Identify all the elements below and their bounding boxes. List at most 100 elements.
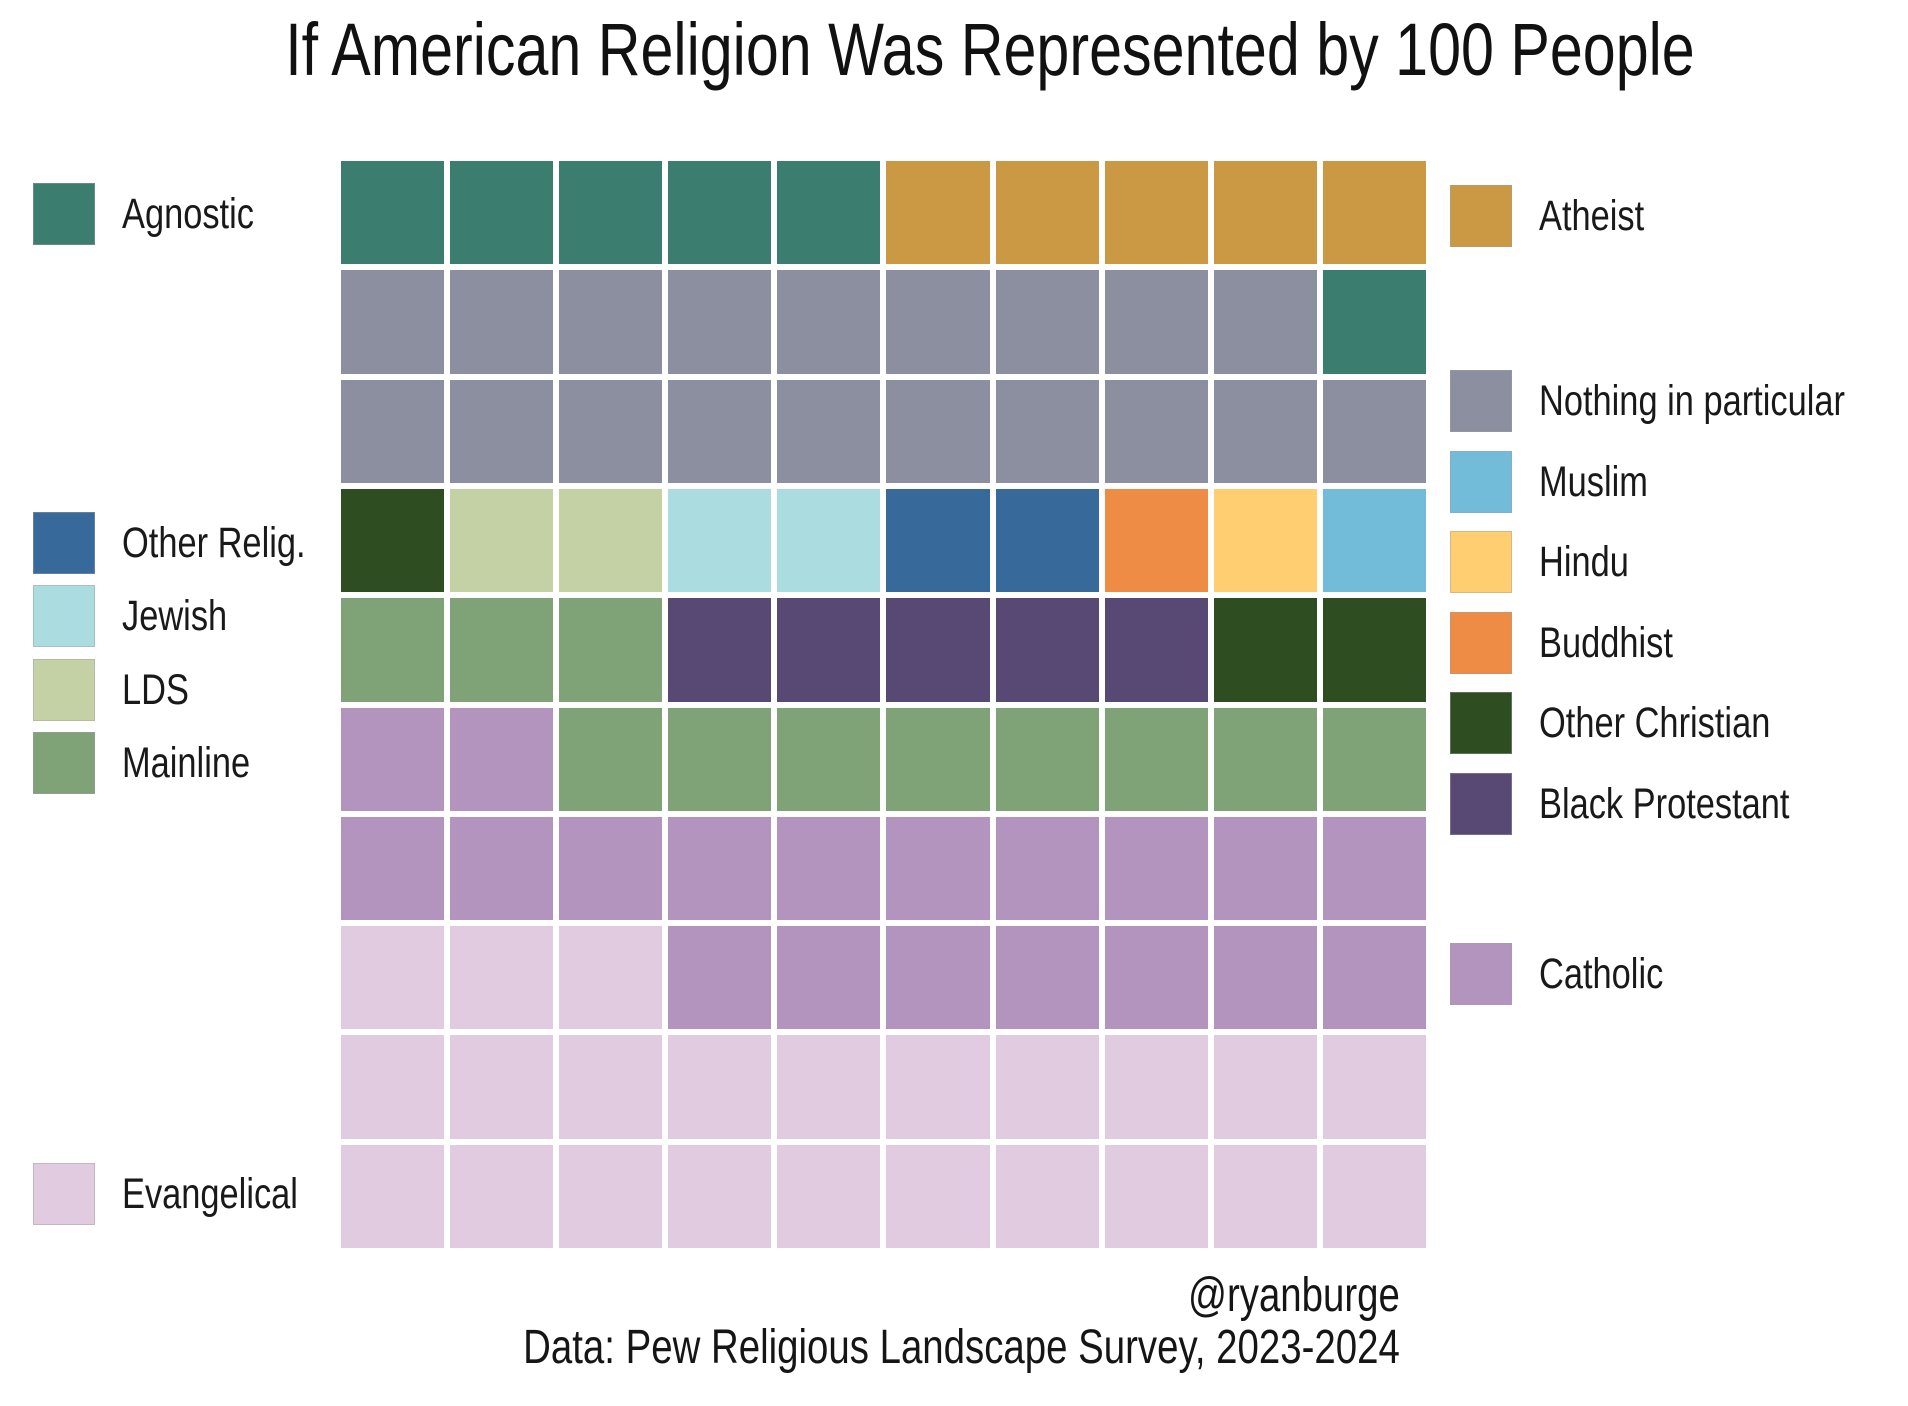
waffle-cell-evangelical	[668, 1035, 772, 1139]
legend-swatch-evangelical	[33, 1163, 95, 1225]
legend-label-muslim: Muslim	[1539, 457, 1648, 506]
waffle-cell-nothing	[995, 270, 1099, 374]
waffle-cell-catholic	[1213, 816, 1317, 921]
waffle-cell-evangelical	[886, 1144, 990, 1248]
waffle-cell-atheist	[1213, 161, 1317, 265]
waffle-cell-jewish	[777, 488, 881, 593]
waffle-cell-evangelical	[559, 1035, 663, 1139]
legend-left-bottom: Evangelical	[33, 1163, 342, 1225]
waffle-cell-evangelical	[1213, 1035, 1317, 1139]
waffle-cell-evangelical	[559, 926, 663, 1030]
waffle-cell-catholic	[886, 816, 990, 921]
legend-label-other_religion: Other Relig.	[122, 519, 306, 567]
waffle-cell-nothing	[450, 270, 554, 374]
waffle-cell-catholic	[341, 707, 445, 811]
legend-label-hindu: Hindu	[1539, 538, 1629, 587]
waffle-cell-nothing	[1213, 270, 1317, 374]
legend-label-catholic: Catholic	[1539, 950, 1664, 998]
waffle-cell-catholic	[1322, 816, 1426, 921]
legend-item-agnostic: Agnostic	[33, 183, 287, 245]
legend-item-other_christian: Other Christian	[1450, 692, 1908, 773]
legend-item-atheist: Atheist	[1450, 185, 1670, 247]
waffle-cell-nothing	[1104, 379, 1208, 483]
waffle-cell-nothing	[1213, 379, 1317, 483]
waffle-cell-catholic	[668, 816, 772, 921]
waffle-cell-nothing	[341, 379, 445, 483]
waffle-cell-nothing	[1322, 379, 1426, 483]
waffle-cell-nothing	[668, 379, 772, 483]
waffle-cell-other_christian	[1213, 598, 1317, 702]
waffle-cell-agnostic	[777, 161, 881, 265]
waffle-cell-evangelical	[559, 1144, 663, 1248]
waffle-cell-evangelical	[450, 1035, 554, 1139]
waffle-cell-catholic	[1104, 816, 1208, 921]
waffle-grid	[341, 161, 1426, 1248]
waffle-cell-mainline	[1213, 707, 1317, 811]
waffle-cell-agnostic	[668, 161, 772, 265]
waffle-cell-muslim	[1322, 488, 1426, 593]
legend-label-nothing: Nothing in particular	[1539, 377, 1845, 425]
chart-title: If American Religion Was Represented by …	[36, 6, 1908, 93]
waffle-cell-mainline	[450, 598, 554, 702]
waffle-cell-mainline	[1322, 707, 1426, 811]
caption-source-line: Data: Pew Religious Landscape Survey, 20…	[304, 1322, 1400, 1374]
legend-label-black_protestant: Black Protestant	[1539, 779, 1790, 828]
waffle-cell-catholic	[995, 926, 1099, 1030]
waffle-cell-nothing	[777, 379, 881, 483]
waffle-cell-black_protestant	[1104, 598, 1208, 702]
waffle-cell-evangelical	[668, 1144, 772, 1248]
legend-right-top: Atheist	[1450, 185, 1670, 247]
legend-label-atheist: Atheist	[1539, 192, 1645, 240]
waffle-cell-nothing	[886, 379, 990, 483]
chart-caption: @ryanburge Data: Pew Religious Landscape…	[304, 1270, 1400, 1374]
legend-item-evangelical: Evangelical	[33, 1163, 342, 1225]
waffle-cell-mainline	[668, 707, 772, 811]
waffle-cell-agnostic	[559, 161, 663, 265]
waffle-cell-agnostic	[341, 161, 445, 265]
waffle-cell-lds	[559, 488, 663, 593]
waffle-cell-hindu	[1213, 488, 1317, 593]
waffle-cell-evangelical	[886, 1035, 990, 1139]
waffle-cell-nothing	[886, 270, 990, 374]
waffle-cell-jewish	[668, 488, 772, 593]
waffle-cell-catholic	[1322, 926, 1426, 1030]
waffle-cell-nothing	[995, 379, 1099, 483]
legend-item-black_protestant: Black Protestant	[1450, 772, 1908, 854]
waffle-cell-nothing	[559, 379, 663, 483]
legend-swatch-nothing	[1450, 370, 1512, 432]
waffle-cell-catholic	[1213, 926, 1317, 1030]
legend-left-top: Agnostic	[33, 183, 287, 245]
waffle-cell-black_protestant	[886, 598, 990, 702]
caption-handle: @ryanburge	[1188, 1269, 1400, 1322]
legend-swatch-muslim	[1450, 450, 1512, 513]
waffle-cell-black_protestant	[777, 598, 881, 702]
waffle-cell-black_protestant	[995, 598, 1099, 702]
waffle-cell-lds	[450, 488, 554, 593]
waffle-cell-atheist	[995, 161, 1099, 265]
waffle-cell-mainline	[559, 707, 663, 811]
waffle-cell-catholic	[777, 816, 881, 921]
waffle-cell-atheist	[886, 161, 990, 265]
legend-item-lds: LDS	[33, 658, 351, 732]
waffle-cell-mainline	[1104, 707, 1208, 811]
legend-right-middle: Nothing in particular Muslim Hindu Buddhist…	[1450, 370, 1908, 854]
waffle-cell-evangelical	[995, 1144, 1099, 1248]
legend-label-buddhist: Buddhist	[1539, 618, 1673, 667]
legend-swatch-black_protestant	[1450, 772, 1512, 835]
legend-swatch-mainline	[33, 732, 95, 795]
waffle-cell-catholic	[777, 926, 881, 1030]
legend-swatch-catholic	[1450, 943, 1512, 1005]
waffle-cell-evangelical	[1104, 1035, 1208, 1139]
waffle-cell-evangelical	[995, 1035, 1099, 1139]
legend-label-mainline: Mainline	[122, 739, 251, 788]
waffle-cell-other_religion	[886, 488, 990, 593]
waffle-cell-agnostic	[450, 161, 554, 265]
waffle-cell-buddhist	[1104, 488, 1208, 593]
waffle-cell-nothing	[559, 270, 663, 374]
waffle-cell-evangelical	[1322, 1144, 1426, 1248]
waffle-cell-catholic	[341, 816, 445, 921]
waffle-cell-nothing	[1104, 270, 1208, 374]
legend-swatch-agnostic	[33, 183, 95, 245]
legend-item-catholic: Catholic	[1450, 943, 1694, 1005]
